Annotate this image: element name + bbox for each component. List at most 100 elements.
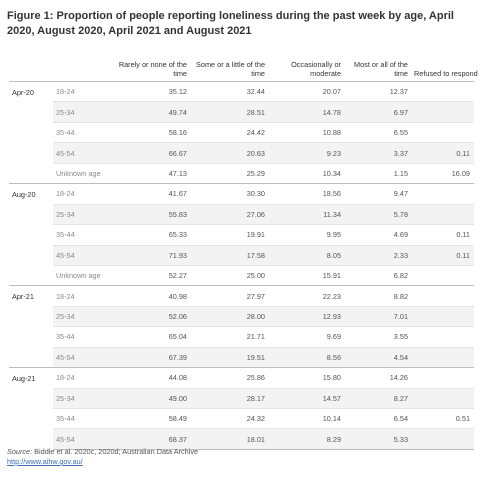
value-cell: 4.54: [345, 346, 412, 368]
table-row: Apr-20 18-24 35.12 32.44 20.07 12.37: [9, 80, 474, 184]
value-cell: 65.33: [116, 224, 191, 245]
value-cell: 40.98: [116, 285, 191, 307]
table-row: 25-34 49.00 28.17 14.57 8.27: [9, 387, 474, 409]
value-cell: 8.56: [269, 346, 345, 368]
value-cell: 58.49: [116, 407, 191, 429]
value-cell: [412, 285, 474, 307]
value-cell: 9.47: [345, 183, 412, 205]
table-row: 45-54 68.37 18.01 8.29 5.33: [9, 428, 474, 450]
value-cell: 55.83: [116, 203, 191, 225]
age-label: Unknown age: [53, 264, 116, 286]
value-cell: 6.54: [345, 407, 412, 429]
value-cell: [412, 428, 474, 450]
age-label: 25-34: [53, 203, 116, 225]
period-label: Apr-21: [9, 285, 53, 368]
value-cell: 6.97: [345, 101, 412, 123]
table-row: 25-34 49.74 28.51 14.78 6.97: [9, 101, 474, 123]
value-cell: 52.27: [116, 264, 191, 286]
table-row: Aug-20 18-24 41.67 30.30 18.56 9.47: [9, 183, 474, 286]
value-cell: 14.78: [269, 101, 345, 123]
value-cell: 6.55: [345, 121, 412, 143]
figure-title: Figure 1: Proportion of people reporting…: [7, 10, 454, 37]
value-cell: 8.05: [269, 244, 345, 266]
value-cell: 44.08: [116, 367, 191, 389]
age-label: 35-44: [53, 224, 116, 245]
table-row: 45-54 67.39 19.51 8.56 4.54: [9, 346, 474, 368]
value-cell: 30.30: [191, 183, 269, 205]
value-cell: 49.00: [116, 387, 191, 409]
value-cell: [412, 121, 474, 143]
value-cell: 10.14: [269, 407, 345, 429]
value-cell: 7.01: [345, 305, 412, 327]
age-label: 35-44: [53, 407, 116, 429]
value-cell: 0.11: [412, 224, 474, 245]
value-cell: 27.06: [191, 203, 269, 225]
value-cell: 5.78: [345, 203, 412, 225]
table-body: Apr-20 18-24 35.12 32.44 20.07 12.37 25-34 49.7…: [9, 80, 474, 450]
value-cell: 0.11: [412, 244, 474, 266]
value-cell: 35.12: [116, 80, 191, 102]
value-cell: 27.97: [191, 285, 269, 307]
table-row: 45-54 71.93 17.58 8.05 2.33 0.11: [9, 244, 474, 266]
header-occasionally: Occasionally or moderate: [291, 60, 341, 78]
value-cell: 28.51: [191, 101, 269, 123]
value-cell: 52.06: [116, 305, 191, 327]
header-age: [53, 54, 116, 82]
value-cell: 3.55: [345, 326, 412, 348]
value-cell: 71.93: [116, 244, 191, 266]
table-row: 35-44 58.49 24.32 10.14 6.54 0.51: [9, 407, 474, 429]
value-cell: [412, 101, 474, 123]
age-label: 45-54: [53, 428, 116, 450]
table-row: 35-44 65.33 19.91 9.95 4.69 0.11: [9, 224, 474, 245]
value-cell: 0.11: [412, 142, 474, 164]
value-cell: [412, 346, 474, 368]
value-cell: 12.93: [269, 305, 345, 327]
value-cell: 67.39: [116, 346, 191, 368]
table-row: 35-44 65.04 21.71 9.69 3.55: [9, 326, 474, 348]
value-cell: 28.00: [191, 305, 269, 327]
value-cell: 2.33: [345, 244, 412, 266]
value-cell: 16.09: [412, 162, 474, 184]
value-cell: 8.27: [345, 387, 412, 409]
header-most: Most or all of the time: [354, 60, 408, 78]
header-refused: Refused to respond: [414, 69, 478, 78]
table-row: Unknown age 47.13 25.29 10.34 1.15 16.09: [9, 162, 474, 184]
value-cell: 32.44: [191, 80, 269, 102]
value-cell: 58.16: [116, 121, 191, 143]
age-label: Unknown age: [53, 162, 116, 184]
value-cell: [412, 367, 474, 389]
age-label: 18-24: [53, 80, 116, 102]
value-cell: 18.56: [269, 183, 345, 205]
header-rarely: Rarely or none of the time: [118, 60, 187, 78]
value-cell: 68.37: [116, 428, 191, 450]
value-cell: 22.23: [269, 285, 345, 307]
value-cell: 66.67: [116, 142, 191, 164]
table-row: Aug-21 18-24 44.08 25.86 15.80 14.26: [9, 367, 474, 450]
value-cell: 8.29: [269, 428, 345, 450]
value-cell: 15.80: [269, 367, 345, 389]
value-cell: 18.01: [191, 428, 269, 450]
value-cell: 3.37: [345, 142, 412, 164]
table-row: 25-34 55.83 27.06 11.34 5.78: [9, 203, 474, 225]
age-label: 25-34: [53, 387, 116, 409]
value-cell: 28.17: [191, 387, 269, 409]
value-cell: 47.13: [116, 162, 191, 184]
age-label: 45-54: [53, 142, 116, 164]
age-label: 18-24: [53, 285, 116, 307]
value-cell: 4.69: [345, 224, 412, 245]
value-cell: 0.51: [412, 407, 474, 429]
header-period: [9, 54, 53, 82]
loneliness-table: Rarely or none of the time Some or a lit…: [9, 54, 478, 450]
value-cell: 11.34: [269, 203, 345, 225]
table-row: Apr-21 18-24 40.98 27.97 22.23 8.82: [9, 285, 474, 368]
value-cell: 14.57: [269, 387, 345, 409]
value-cell: 21.71: [191, 326, 269, 348]
table-row: 25-34 52.06 28.00 12.93 7.01: [9, 305, 474, 327]
age-label: 45-54: [53, 244, 116, 266]
value-cell: [412, 203, 474, 225]
value-cell: 10.88: [269, 121, 345, 143]
value-cell: 24.42: [191, 121, 269, 143]
value-cell: 15.91: [269, 264, 345, 286]
value-cell: 24.32: [191, 407, 269, 429]
source-link[interactable]: http://www.aihw.gov.au/: [7, 457, 83, 466]
